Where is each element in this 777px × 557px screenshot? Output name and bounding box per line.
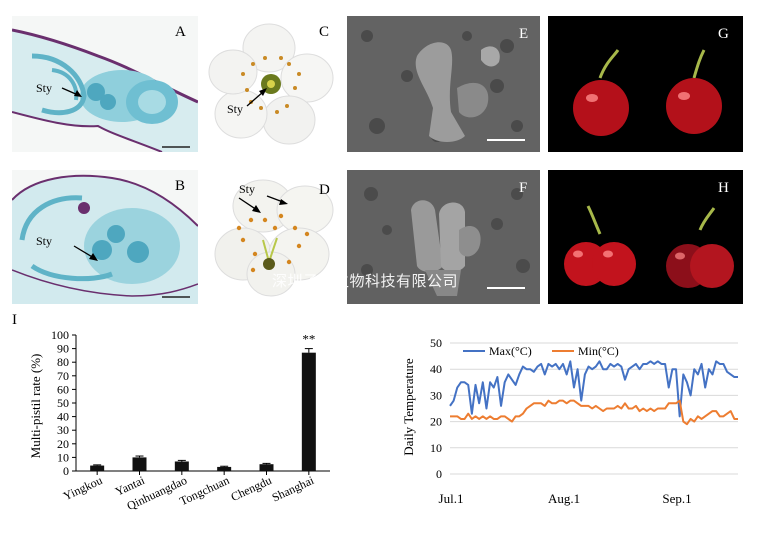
bar-chart-ytick-label: 10: [57, 450, 69, 464]
panel-d-flower-drawing: [214, 179, 334, 297]
line-chart-xtick-label: Jul.1: [439, 491, 464, 506]
panel-a-sty-arrow: [61, 87, 82, 97]
bar-chart-ytick-label: 80: [57, 355, 69, 369]
panel-a-sty-label: Sty: [36, 81, 53, 95]
bar-chart-ytick-label: 30: [57, 423, 69, 437]
bar-chart-svg: Multi-pistil rate (%) 010203040506070809…: [28, 328, 330, 513]
bar-chart-significance-label: **: [302, 332, 315, 347]
bar-chart-bar: [90, 465, 105, 471]
panel-a-section-drawing: [12, 28, 198, 152]
panel-g-cherries-drawing: [573, 49, 722, 136]
panel-e-sem-drawing: [347, 16, 540, 152]
bar-chart-ytick-label: 50: [57, 396, 69, 410]
bar-chart-ytick-label: 40: [57, 410, 69, 424]
watermark-text: 深圳子科生物科技有限公司: [272, 272, 459, 290]
line-chart-ylabel: Daily Temperature: [401, 358, 416, 456]
panel-h-image: H: [548, 170, 743, 304]
bar-chart-ytick-label: 0: [63, 464, 69, 478]
panel-f-letter: F: [519, 180, 528, 196]
panel-c-flower-drawing: [208, 23, 334, 145]
panel-a-letter: A: [175, 24, 186, 40]
bar-chart-ytick-label: 20: [57, 437, 69, 451]
bar-chart-ytick-label: 60: [57, 382, 69, 396]
panel-d-image: D Sty: [203, 170, 343, 304]
bar-chart-ytick-label: 70: [57, 369, 69, 383]
panel-i-letter: I: [12, 312, 17, 328]
line-chart-xtick-label: Sep.1: [662, 491, 691, 506]
line-chart-ytick-label: 20: [430, 415, 442, 429]
panel-d-letter: D: [319, 182, 330, 198]
line-chart-ytick-label: 50: [430, 336, 442, 350]
panel-a-image: A Sty: [12, 16, 198, 152]
panel-b-image: B Sty: [12, 170, 198, 304]
panel-h-cherries-drawing: [564, 205, 734, 288]
panel-b-section-drawing: [12, 174, 198, 304]
panel-c-letter: C: [319, 24, 330, 40]
panel-b-sty-label: Sty: [36, 234, 53, 248]
line-chart-xtick-label: Aug.1: [548, 491, 580, 506]
panel-d-sty-label: Sty: [239, 182, 256, 196]
line-chart-series-line: [449, 360, 738, 418]
line-chart-legend-label: Max(°C): [489, 344, 532, 358]
panel-i-chart: I Multi-pistil rate (%) 0 10 20 30 40 50 60 70 8…: [0, 310, 380, 555]
panel-j-chart: J Daily Temperature 01020304050Jul.1Aug.…: [380, 310, 777, 555]
panel-g-letter: G: [718, 26, 729, 42]
line-chart-ytick-label: 30: [430, 388, 442, 402]
panel-c-sty-label: Sty: [227, 102, 244, 116]
bar-chart-category-label: Shanghai: [270, 473, 317, 505]
line-chart-legend-label: Min(°C): [578, 344, 619, 358]
bar-chart-category-label: Chengdu: [229, 473, 274, 504]
panel-e-image: E: [347, 16, 540, 152]
bar-chart-bar: [259, 464, 274, 471]
line-chart-ytick-label: 0: [436, 467, 442, 481]
panel-c-sty-arrow: [246, 88, 267, 107]
panel-d-sty-arrows: [238, 195, 288, 213]
line-chart-ytick-label: 40: [430, 362, 442, 376]
bar-chart-ytick-label: 90: [57, 342, 69, 356]
line-chart-ytick-label: 10: [430, 441, 442, 455]
bar-chart-bar: [132, 457, 147, 471]
panel-b-sty-arrow: [73, 245, 98, 261]
line-chart-svg: Daily Temperature 0 10 20 30 40 50 Jul.1 Aug.1 S…: [401, 336, 738, 506]
panel-c-image: C Sty: [203, 16, 343, 152]
panel-e-letter: E: [519, 26, 529, 42]
panel-f-sem-drawing: [347, 170, 540, 304]
bar-chart-bar: [217, 466, 232, 471]
bar-chart-bar: [174, 461, 189, 471]
bar-chart-bar: [301, 352, 316, 471]
panel-h-letter: H: [718, 180, 729, 196]
panel-f-image: F: [347, 170, 540, 304]
panel-b-letter: B: [175, 178, 186, 194]
line-chart-series-line: [450, 399, 738, 426]
bar-chart-ylabel: Multi-pistil rate (%): [28, 354, 43, 459]
panel-g-image: G: [548, 16, 743, 152]
bar-chart-ytick-label: 100: [51, 328, 69, 342]
